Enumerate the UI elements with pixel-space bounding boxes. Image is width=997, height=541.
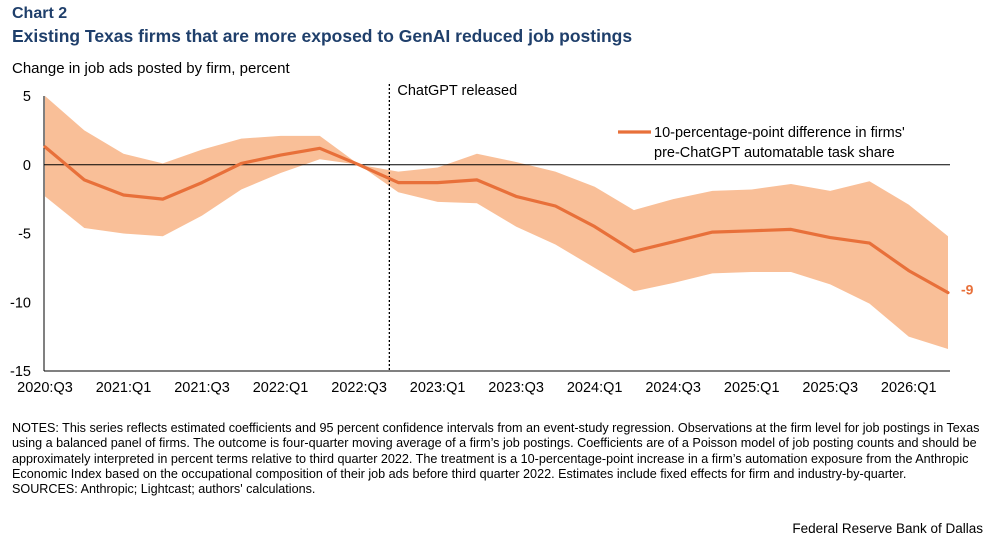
notes: NOTES: This series reflects estimated co… [12, 421, 987, 497]
x-tick-label: 2025:Q1 [724, 380, 780, 396]
x-tick-label: 2023:Q1 [410, 380, 466, 396]
legend-label-line1: 10-percentage-point difference in firms' [654, 125, 905, 141]
y-tick-label: 5 [23, 89, 31, 105]
x-tick-label: 2025:Q3 [802, 380, 858, 396]
x-tick-label: 2024:Q3 [645, 380, 701, 396]
x-tick-label: 2021:Q3 [174, 380, 230, 396]
legend-label-line2: pre-ChatGPT automatable task share [654, 145, 895, 161]
y-tick-label: -15 [10, 364, 31, 380]
end-value-label: -9 [961, 282, 974, 298]
chatgpt-release-label: ChatGPT released [397, 83, 517, 99]
notes-text: NOTES: This series reflects estimated co… [12, 421, 980, 481]
chart-number: Chart 2 [12, 5, 68, 22]
x-tick-label: 2024:Q1 [567, 380, 623, 396]
y-tick-label: -10 [10, 295, 31, 311]
y-tick-label: -5 [18, 227, 31, 243]
x-tick-label: 2022:Q1 [253, 380, 309, 396]
x-tick-label: 2020:Q3 [17, 380, 73, 396]
y-axis-label: Change in job ads posted by firm, percen… [12, 60, 290, 77]
x-tick-label: 2023:Q3 [488, 380, 544, 396]
sources-text: SOURCES: Anthropic; Lightcast; authors' … [12, 482, 316, 497]
chart-title: Existing Texas firms that are more expos… [12, 26, 633, 46]
series-line [43, 145, 950, 295]
x-tick-label: 2021:Q1 [96, 380, 152, 396]
x-tick-label: 2026:Q1 [881, 380, 937, 396]
credit-text: Federal Reserve Bank of Dallas [792, 521, 983, 536]
y-tick-label: 0 [23, 158, 31, 174]
confidence-band [45, 96, 948, 349]
x-tick-label: 2022:Q3 [331, 380, 387, 396]
